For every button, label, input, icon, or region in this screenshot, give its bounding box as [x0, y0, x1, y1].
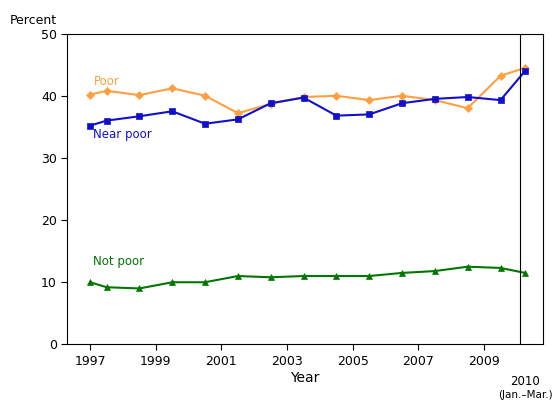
Text: 2010: 2010: [510, 375, 540, 388]
X-axis label: Year: Year: [291, 370, 320, 385]
Text: Percent: Percent: [10, 14, 57, 27]
Text: Not poor: Not poor: [94, 255, 144, 268]
Text: Near poor: Near poor: [94, 128, 152, 141]
Text: Poor: Poor: [94, 75, 119, 88]
Text: (Jan.–Mar.): (Jan.–Mar.): [498, 390, 553, 400]
